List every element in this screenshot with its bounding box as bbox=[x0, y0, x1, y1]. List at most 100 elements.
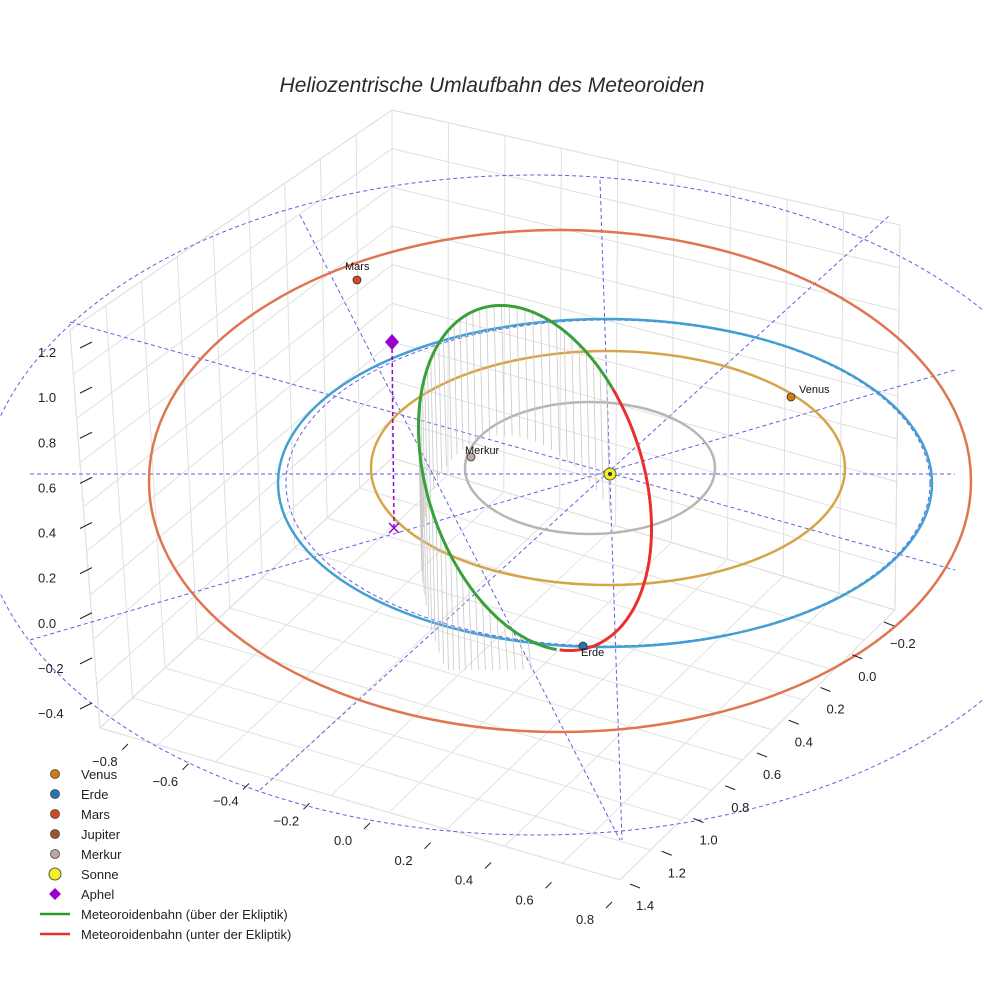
wall-grid-line bbox=[141, 281, 166, 669]
planet-label-merkur: Merkur bbox=[465, 445, 500, 457]
z-tick bbox=[79, 431, 93, 439]
drop-line bbox=[501, 305, 505, 436]
drop-line bbox=[425, 487, 430, 618]
orbit-drop-lines bbox=[418, 305, 610, 671]
legend-dot-4 bbox=[50, 849, 60, 859]
legend-label: Jupiter bbox=[81, 826, 121, 842]
drop-line bbox=[434, 350, 438, 481]
wall-grid-line bbox=[89, 341, 393, 596]
legend-item: Erde bbox=[40, 784, 370, 804]
drop-line bbox=[479, 308, 483, 439]
legend-item: Jupiter bbox=[40, 824, 370, 844]
wall-grid-line bbox=[782, 199, 788, 577]
z-tick-label: 0.2 bbox=[38, 571, 56, 586]
x-tick bbox=[363, 822, 371, 830]
legend: Venus Erde Mars Jupiter Merkur Sonne Aphel Mete… bbox=[40, 764, 370, 944]
floor-grid-line bbox=[157, 474, 449, 746]
wall-grid-line bbox=[391, 302, 898, 440]
z-tick bbox=[79, 386, 93, 394]
drop-line bbox=[438, 343, 443, 474]
planet-erde bbox=[578, 641, 588, 651]
wall-grid-line bbox=[447, 122, 449, 475]
legend-symbol bbox=[40, 844, 80, 864]
x-tick bbox=[182, 763, 189, 771]
drop-line bbox=[563, 330, 568, 461]
legend-dot-0 bbox=[50, 769, 60, 779]
aphel-marker bbox=[385, 334, 399, 350]
grid-lines bbox=[69, 109, 901, 881]
legend-dot-2 bbox=[50, 809, 60, 819]
y-tick-label: 1.2 bbox=[668, 865, 686, 880]
wall-grid-line bbox=[79, 225, 393, 464]
wall-grid-line bbox=[391, 109, 901, 226]
x-tick-label: 0.8 bbox=[576, 912, 594, 927]
aphel-drop-line bbox=[391, 341, 395, 529]
wall-grid-line bbox=[894, 224, 901, 611]
drop-line bbox=[421, 387, 426, 518]
y-tick bbox=[661, 850, 672, 856]
x-tick-label: 0.6 bbox=[516, 892, 534, 907]
legend-sun bbox=[48, 867, 62, 881]
legend-item: Merkur bbox=[40, 844, 370, 864]
drop-line bbox=[431, 511, 436, 642]
x-tick-label: 0.4 bbox=[455, 873, 473, 888]
x-tick bbox=[545, 881, 552, 889]
floor-grid-line bbox=[561, 592, 840, 864]
planet-label-erde: Erde bbox=[581, 647, 604, 659]
drop-line bbox=[443, 336, 447, 467]
drop-line bbox=[532, 312, 537, 443]
drop-line bbox=[428, 499, 433, 630]
legend-item: Meteoroidenbahn (über der Ekliptik) bbox=[40, 904, 370, 924]
planet-label-mars: Mars bbox=[345, 261, 370, 273]
drop-line bbox=[489, 610, 494, 671]
floor-grid-line bbox=[504, 575, 784, 847]
legend-item: Aphel bbox=[40, 884, 370, 904]
drop-line bbox=[493, 305, 498, 436]
drop-line bbox=[527, 639, 532, 671]
drop-line bbox=[445, 544, 449, 671]
y-tick-label: −0.2 bbox=[890, 636, 916, 651]
floor-grid-line bbox=[132, 697, 651, 851]
ecliptic-reference-line bbox=[299, 214, 621, 841]
legend-symbol bbox=[40, 804, 80, 824]
floor-grid-line bbox=[294, 547, 804, 701]
wall-grid-line bbox=[69, 329, 101, 729]
drop-line bbox=[450, 555, 455, 671]
floor-grid-line bbox=[99, 727, 621, 881]
drop-line bbox=[465, 315, 470, 446]
wall-grid-line bbox=[73, 148, 393, 375]
z-tick bbox=[79, 567, 93, 575]
planet-orbits bbox=[147, 228, 973, 734]
x-tick-label: −0.6 bbox=[153, 774, 179, 789]
legend-dot-3 bbox=[50, 829, 60, 839]
x-tick bbox=[484, 862, 492, 869]
legend-dot-1 bbox=[50, 789, 60, 799]
legend-item: Sonne bbox=[40, 864, 370, 884]
drop-line bbox=[435, 522, 440, 653]
x-tick-label: −0.4 bbox=[213, 794, 239, 809]
x-tick bbox=[605, 901, 613, 909]
x-tick-label: −0.8 bbox=[92, 754, 118, 769]
drop-line bbox=[571, 337, 576, 468]
y-tick bbox=[820, 687, 831, 692]
z-tick-label: −0.2 bbox=[38, 661, 64, 676]
wall-grid-line bbox=[391, 264, 898, 397]
planet-merkur bbox=[466, 452, 476, 462]
wall-grid-line bbox=[86, 302, 393, 552]
x-tick-label: −0.2 bbox=[274, 813, 300, 828]
floor-grid-line bbox=[164, 667, 682, 821]
drop-line bbox=[496, 617, 501, 671]
floor-grid-line bbox=[619, 609, 896, 881]
x-tick-label: 0.2 bbox=[395, 853, 413, 868]
drop-line bbox=[578, 344, 583, 475]
sun-center bbox=[608, 472, 612, 476]
wall-grid-line bbox=[503, 135, 506, 492]
drop-line bbox=[599, 369, 604, 500]
chart-title: Heliozentrische Umlaufbahn des Meteoroid… bbox=[279, 74, 705, 97]
wall-grid-line bbox=[83, 264, 393, 508]
drop-line bbox=[420, 464, 425, 595]
legend-symbol bbox=[40, 784, 80, 804]
drop-line bbox=[427, 367, 431, 498]
wall-grid-line bbox=[248, 207, 263, 579]
z-tick-label: 1.2 bbox=[38, 345, 56, 360]
